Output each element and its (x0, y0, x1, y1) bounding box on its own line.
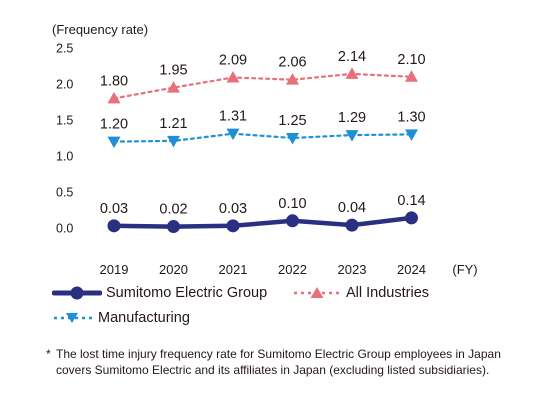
x-tick-label: 2021 (219, 262, 248, 277)
series-line-3 (112, 132, 413, 143)
data-point-triangle-up (345, 67, 359, 79)
data-label: 1.25 (278, 113, 306, 129)
data-label: 1.80 (100, 73, 128, 89)
data-point-triangle-down (107, 136, 121, 149)
data-label: 0.04 (338, 200, 366, 216)
x-tick-label: 2019 (100, 262, 129, 277)
legend-swatch-circle-icon (52, 286, 102, 300)
y-tick-label: 1.0 (56, 150, 73, 164)
x-tick-label: 2023 (338, 262, 367, 277)
data-label: 2.14 (338, 49, 366, 65)
data-label: 1.29 (338, 110, 366, 126)
data-label: 1.20 (100, 117, 128, 133)
footnote-text: The lost time injury frequency rate for … (56, 347, 501, 377)
series-line-2 (112, 72, 413, 100)
data-label: 2.10 (397, 52, 425, 68)
data-label: 0.03 (219, 201, 247, 217)
legend-swatch-triangle-down-icon (54, 313, 92, 323)
footnote: * The lost time injury frequency rate fo… (46, 346, 516, 378)
legend-item-industries: All Industries (292, 285, 429, 301)
legend-item-group: Sumitomo Electric Group (52, 285, 267, 301)
data-label: 1.30 (397, 109, 425, 125)
data-label: 1.21 (159, 116, 187, 132)
data-point-triangle-up (226, 71, 240, 83)
y-tick-label: 2.0 (56, 78, 73, 92)
footnote-mark: * (46, 347, 51, 361)
x-unit-label: (FY) (452, 262, 477, 277)
data-label: 2.06 (278, 55, 306, 71)
y-tick-label: 2.5 (56, 42, 73, 56)
legend-label-manufacturing: Manufacturing (98, 310, 190, 326)
data-point-circle (286, 214, 299, 228)
legend-swatch-triangle-up-icon (294, 287, 340, 298)
data-label: 0.14 (397, 193, 425, 209)
data-label: 1.95 (159, 63, 187, 79)
x-tick-label: 2024 (397, 262, 426, 277)
y-tick-label: 0.0 (56, 222, 73, 236)
data-point-circle (167, 220, 180, 234)
data-label: 0.03 (100, 201, 128, 217)
y-tick-label: 1.5 (56, 114, 73, 128)
legend-item-manufacturing: Manufacturing (52, 310, 190, 326)
data-point-triangle-down (286, 133, 299, 145)
data-point-triangle-down (345, 130, 359, 142)
data-label: 0.10 (278, 196, 306, 212)
data-point-triangle-down (226, 128, 240, 141)
data-point-triangle-up (286, 73, 299, 85)
x-tick-label: 2022 (278, 262, 307, 277)
data-point-triangle-down (405, 129, 418, 141)
legend: Sumitomo Electric Group All Industries M… (52, 285, 522, 335)
data-point-triangle-up (167, 81, 180, 93)
data-point-triangle-down (167, 135, 180, 148)
y-axis-title: (Frequency rate) (52, 22, 149, 37)
legend-label-group: Sumitomo Electric Group (106, 285, 268, 301)
data-point-triangle-up (107, 91, 121, 104)
y-tick-label: 0.5 (56, 186, 73, 200)
data-point-circle (107, 219, 121, 233)
line-chart: 2.5 2.0 1.5 1.0 0.5 0.0 2019 2020 2021 2022 2023 20… (56, 42, 478, 278)
data-point-triangle-up (405, 70, 418, 82)
data-label: 1.31 (219, 109, 247, 125)
legend-label-industries: All Industries (346, 285, 430, 301)
data-point-circle (226, 219, 240, 233)
data-point-circle (405, 211, 418, 225)
data-point-circle (345, 218, 359, 232)
data-label: 2.09 (219, 53, 247, 69)
series-line-1 (111, 215, 414, 229)
data-label: 0.02 (159, 202, 187, 218)
x-tick-label: 2020 (159, 262, 188, 277)
